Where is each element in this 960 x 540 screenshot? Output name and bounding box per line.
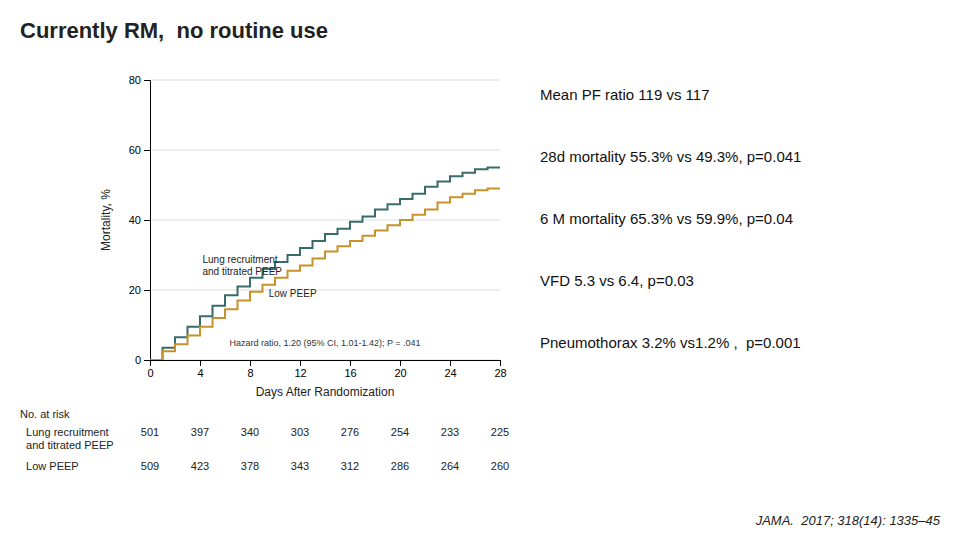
tick: 24 [444,360,456,379]
risk-value: 233 [441,426,459,438]
stats-line: Pneumothorax 3.2% vs1.2% , p=0.001 [540,334,801,351]
grid-line [150,80,500,81]
stats-line: VFD 5.3 vs 6.4, p=0.03 [540,272,694,289]
risk-value: 397 [191,426,209,438]
risk-value: 343 [291,460,309,472]
x-axis: 0 4 8 12 16 20 24 28 [147,360,506,379]
risk-row-label: Lung recruitment and titrated PEEP [20,426,114,451]
risk-table-title: No. at risk [20,408,70,420]
tick-label: 20 [129,284,141,296]
text-line: Low PEEP [20,460,79,472]
risk-value: 340 [241,426,259,438]
risk-value: 260 [491,460,509,472]
tick-label: 60 [129,144,141,156]
grid-line [150,290,500,291]
step-line [150,166,500,360]
tick-mark [144,360,150,361]
tick-mark [400,360,401,366]
tick-label: 8 [247,367,253,379]
risk-value: 378 [241,460,259,472]
tick-label: 0 [147,367,153,379]
grid [150,80,500,360]
series-label: Lung recruitmentand titrated PEEP [203,254,283,277]
tick: 20 [394,360,406,379]
grid-line [150,150,500,151]
title: Currently RM, no routine use [20,18,328,43]
tick-mark [350,360,351,366]
tick-mark [450,360,451,366]
annotation: Hazard ratio, 1.20 (95% CI, 1.01-1.42); … [229,338,420,348]
risk-value: 501 [141,426,159,438]
tick: 0 [135,354,150,366]
text-line: and titrated PEEP [20,439,114,451]
tick: 28 [494,360,506,379]
risk-value: 264 [441,460,459,472]
chart: Currently RM, no routine use 0 4 8 12 16 20 24 2… [0,0,960,540]
risk-value: 423 [191,460,209,472]
tick: 80 [129,74,150,86]
stats-line: 28d mortality 55.3% vs 49.3%, p=0.041 [540,148,801,165]
y-axis: 0 20 40 60 80 [129,74,151,366]
tick-label: 28 [494,367,506,379]
tick: 0 [147,360,153,379]
tick-mark [144,290,150,291]
tick-label: 40 [129,214,141,226]
tick-mark [250,360,251,366]
tick: 4 [197,360,203,379]
tick: 60 [129,144,150,156]
tick: 40 [129,214,150,226]
tick-label: 20 [394,367,406,379]
tick-label: 80 [129,74,141,86]
tick-mark [144,220,150,221]
tick-label: 4 [197,367,203,379]
series-label: Low PEEP [269,288,317,299]
risk-value: 312 [341,460,359,472]
text-line: Lung recruitment [203,254,278,265]
text-line: Lung recruitment [20,426,109,438]
tick-mark [300,360,301,366]
risk-row-label: Low PEEP [20,460,79,472]
text-line: Low PEEP [269,288,317,299]
tick-label: 12 [294,367,306,379]
tick: 12 [294,360,306,379]
source: JAMA. 2017; 318(14): 1335–45 [755,513,941,528]
risk-value: 254 [391,426,409,438]
tick-mark [144,80,150,81]
tick-label: 0 [135,354,141,366]
text-line: and titrated PEEP [203,266,283,277]
tick-mark [200,360,201,366]
risk-value: 276 [341,426,359,438]
risk-value: 225 [491,426,509,438]
x-axis-title: Days After Randomization [256,385,395,399]
tick-mark [144,150,150,151]
step-line [150,187,500,360]
stats-line: Mean PF ratio 119 vs 117 [540,86,710,103]
risk-value: 303 [291,426,309,438]
risk-value: 286 [391,460,409,472]
tick: 16 [344,360,356,379]
plot-area [150,166,500,360]
axis-line [151,361,501,367]
tick-label: 16 [344,367,356,379]
grid-line [150,220,500,221]
tick-label: 24 [444,367,456,379]
y-axis-title: Mortality, % [99,189,113,251]
tick: 20 [129,284,150,296]
risk-value: 509 [141,460,159,472]
stats-line: 6 M mortality 65.3% vs 59.9%, p=0.04 [540,210,793,227]
axis-line [144,81,151,361]
tick: 8 [247,360,253,379]
tick-mark [500,360,501,366]
